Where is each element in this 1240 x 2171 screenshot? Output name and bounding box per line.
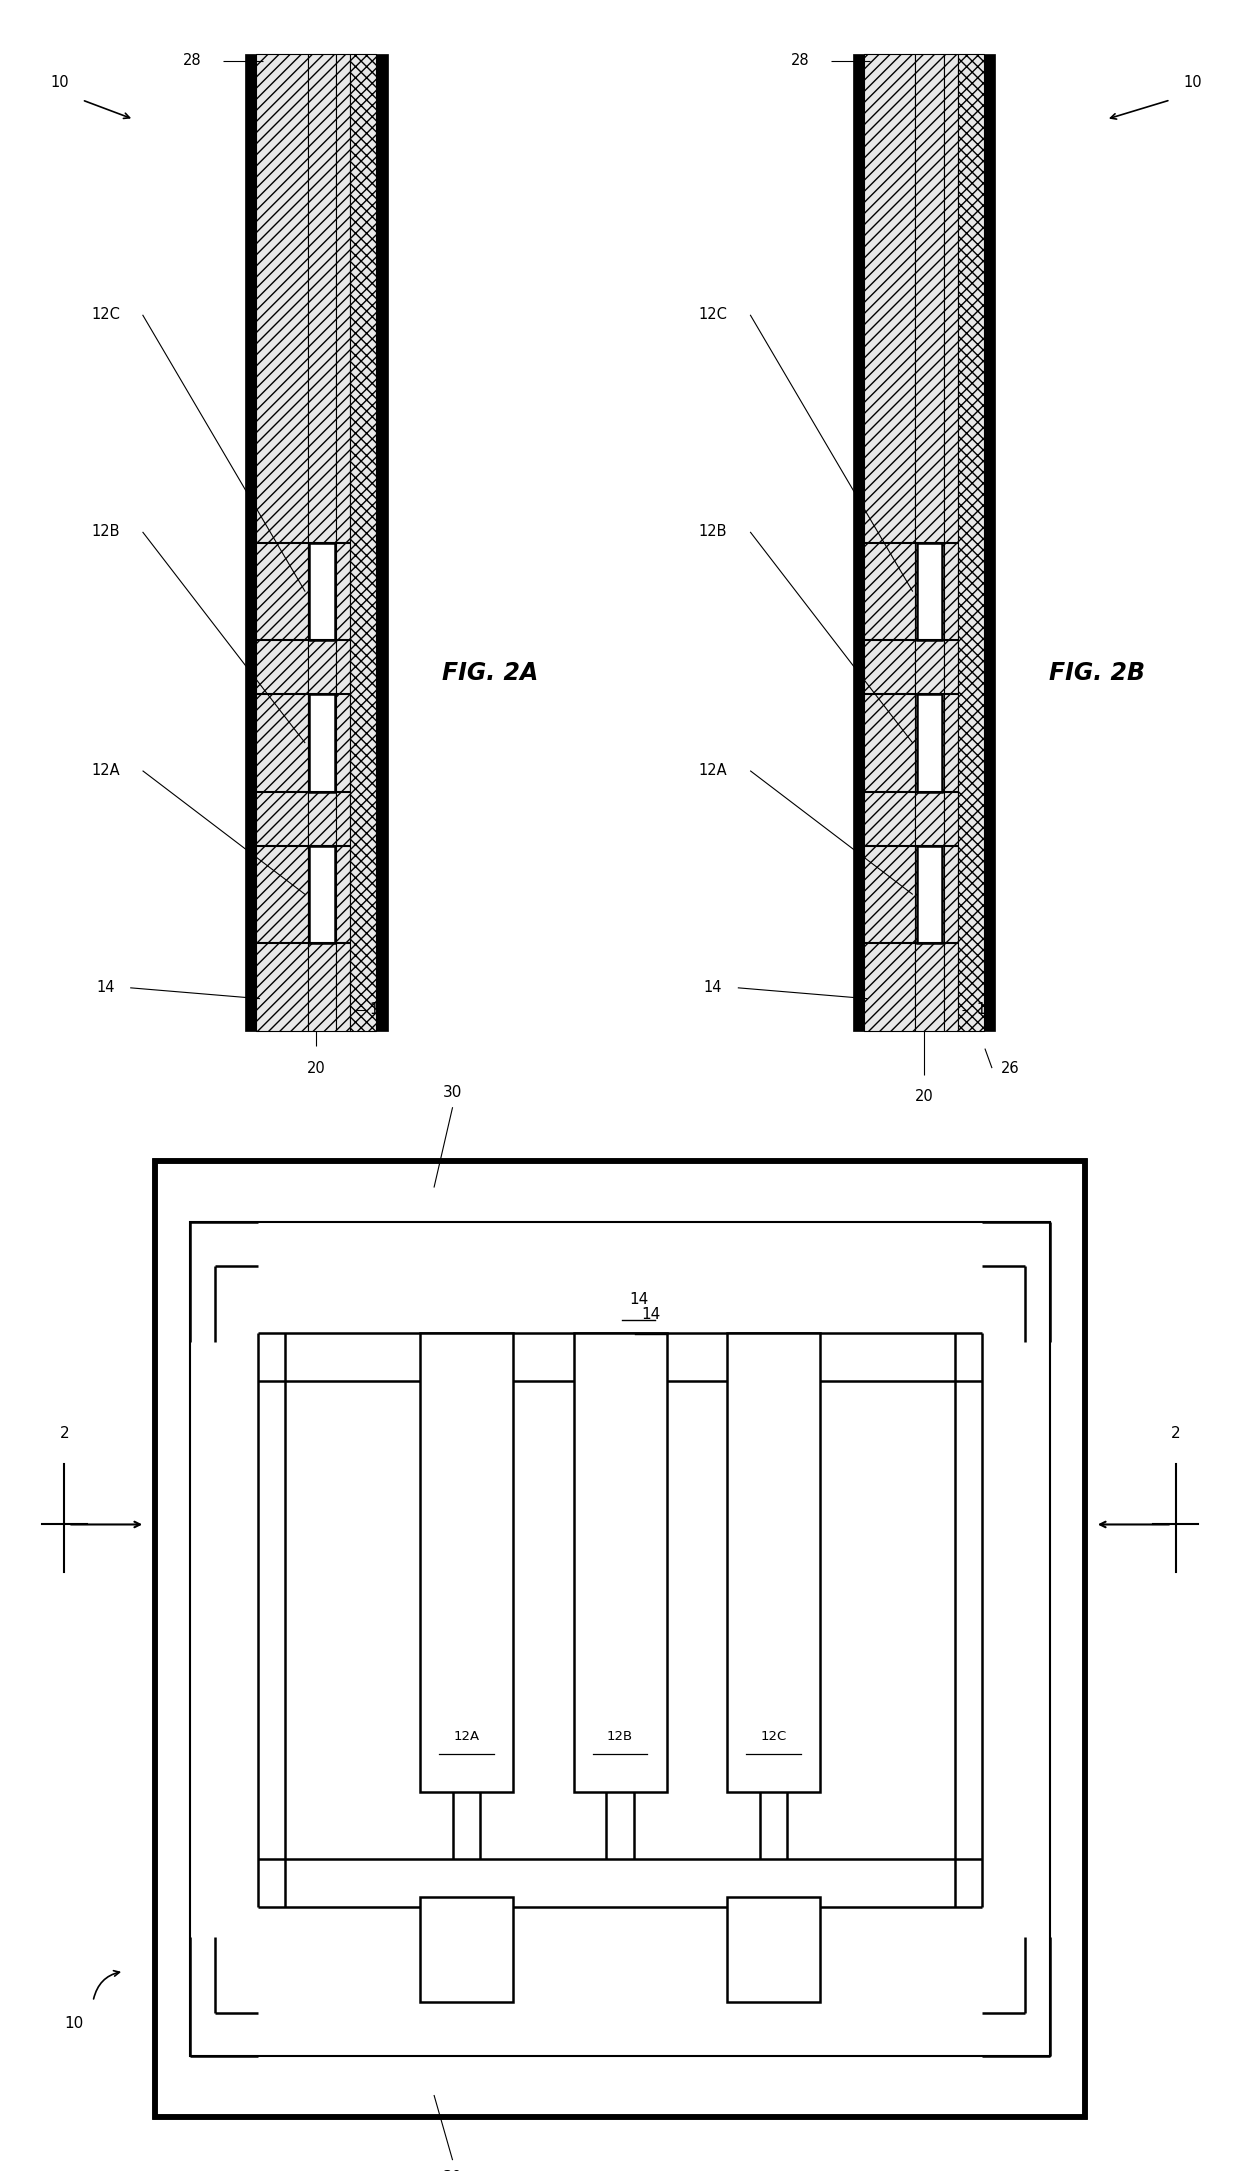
Bar	[983, 54, 994, 1031]
Text: 14: 14	[97, 981, 114, 994]
Bar	[190, 1222, 1050, 2056]
Text: 10: 10	[50, 76, 69, 89]
Text: 14: 14	[629, 1292, 649, 1307]
Text: 14: 14	[641, 1307, 661, 1322]
Text: 12C: 12C	[760, 1730, 786, 1743]
Bar	[309, 695, 335, 792]
Bar	[916, 695, 942, 792]
Bar	[420, 1333, 513, 1791]
Bar	[959, 54, 983, 1031]
Text: 12B: 12B	[699, 525, 727, 538]
Text: 2: 2	[60, 1426, 69, 1442]
Text: 12A: 12A	[698, 764, 728, 777]
Text: 28: 28	[790, 54, 810, 67]
Text: 10: 10	[1183, 76, 1203, 89]
Text: 20: 20	[306, 1062, 326, 1075]
Bar	[246, 54, 257, 1031]
Bar	[727, 1333, 820, 1791]
Text: 12C: 12C	[698, 308, 728, 321]
Text: 18: 18	[977, 1003, 994, 1016]
Bar	[916, 543, 942, 640]
Text: 26: 26	[1001, 1062, 1021, 1075]
Text: 18: 18	[370, 1003, 387, 1016]
Bar	[155, 1161, 1085, 2117]
Text: 12A: 12A	[91, 764, 120, 777]
Text: 10: 10	[64, 2017, 84, 2030]
Bar	[336, 54, 351, 1031]
Text: 12A: 12A	[454, 1730, 480, 1743]
Text: 12C: 12C	[91, 308, 120, 321]
Bar	[309, 845, 335, 942]
Text: FIG. 2A: FIG. 2A	[441, 660, 538, 686]
Bar	[155, 1161, 1085, 2117]
Bar	[864, 54, 915, 1031]
Text: 14: 14	[704, 981, 722, 994]
Bar	[308, 54, 336, 1031]
Bar	[727, 1897, 820, 2002]
Text: 20: 20	[914, 1090, 934, 1103]
Bar	[257, 54, 308, 1031]
Text: 2: 2	[1171, 1426, 1180, 1442]
Text: 12B: 12B	[92, 525, 119, 538]
Text: FIG. 2B: FIG. 2B	[1049, 660, 1146, 686]
Bar	[916, 845, 942, 942]
Bar	[915, 54, 944, 1031]
Bar	[853, 54, 864, 1031]
Text: 12B: 12B	[606, 1730, 634, 1743]
Text: 30: 30	[443, 1086, 463, 1099]
Bar	[309, 543, 335, 640]
Bar	[376, 54, 387, 1031]
Bar	[420, 1897, 513, 2002]
Bar	[573, 1333, 667, 1791]
Bar	[351, 54, 376, 1031]
Bar	[944, 54, 959, 1031]
Text: 28: 28	[182, 54, 202, 67]
